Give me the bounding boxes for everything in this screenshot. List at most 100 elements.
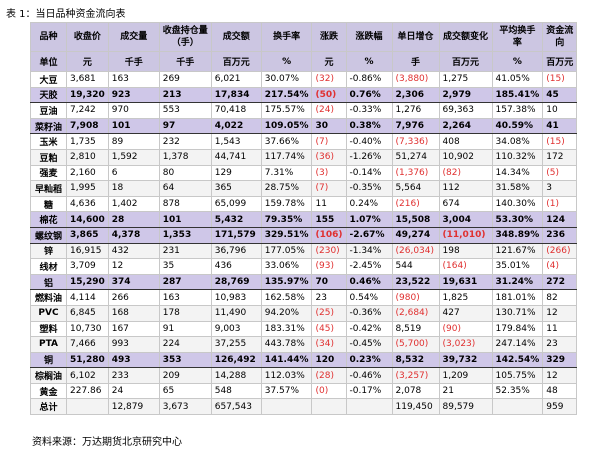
variety-name: 棕榈油 — [30, 367, 67, 384]
data-cell: 10,983 — [210, 289, 262, 306]
variety-name: 总计 — [30, 398, 67, 416]
data-cell: 24 — [107, 382, 160, 400]
data-row: 早籼稻 1,995 18 64 365 28.75% (7) -0.35% 5,564 112 31… — [30, 180, 578, 197]
data-cell: 329.51% — [260, 226, 313, 244]
data-cell: 227.86 — [66, 382, 109, 400]
data-cell: 18 — [107, 180, 160, 197]
data-cell: 1.07% — [345, 211, 393, 228]
data-cell: 4,114 — [66, 289, 109, 306]
data-cell: 65,099 — [210, 195, 262, 213]
data-cell: 119,450 — [391, 398, 440, 416]
data-cell: 10,730 — [66, 320, 109, 338]
unit-cell: 手 — [391, 51, 440, 72]
data-cell: 117.74% — [260, 148, 313, 166]
data-cell: (45) — [311, 320, 347, 338]
data-cell: (230) — [311, 242, 347, 260]
data-cell: (2,684) — [391, 304, 440, 322]
data-cell: 11 — [311, 195, 347, 213]
data-cell: 269 — [158, 71, 212, 88]
variety-name: 大豆 — [30, 71, 67, 88]
data-cell: (0) — [311, 382, 347, 400]
column-header: 品种 — [30, 22, 67, 52]
data-cell: 109.05% — [260, 117, 313, 135]
data-cell: 8,532 — [391, 351, 440, 369]
data-cell: (36) — [311, 148, 347, 166]
data-cell: 135.97% — [260, 273, 313, 291]
data-cell: 51,280 — [66, 351, 109, 369]
data-cell: -1.34% — [345, 242, 393, 260]
variety-name: 铝 — [30, 273, 67, 291]
data-cell: 167 — [107, 320, 160, 338]
data-cell: 175.57% — [260, 102, 313, 119]
column-header: 成交额 — [210, 22, 262, 52]
data-cell: 41 — [542, 117, 578, 135]
data-cell: 121.67% — [491, 242, 544, 260]
data-cell: 168 — [107, 304, 160, 322]
data-cell: 28.75% — [260, 180, 313, 197]
data-cell: 19,631 — [438, 273, 493, 291]
data-cell: 427 — [438, 304, 493, 322]
data-cell: 7,976 — [391, 117, 440, 135]
data-cell: 181.01% — [491, 289, 544, 306]
data-cell: 436 — [210, 258, 262, 275]
data-cell: 2,979 — [438, 86, 493, 104]
data-row: PVC 6,845 168 178 11,490 94.20% (25) -0.36% (2,6… — [30, 304, 578, 322]
data-row: 棉花 14,600 28 101 5,432 79.35% 155 1.07% 15,508 3,… — [30, 211, 578, 228]
data-cell: 7.31% — [260, 164, 313, 182]
data-cell: 64 — [158, 180, 212, 197]
data-row: 豆粕 2,810 1,592 1,378 44,741 117.74% (36) -1.26%… — [30, 148, 578, 166]
source-note: 资料来源：万达期货北京研究中心 — [32, 437, 182, 448]
unit-cell: % — [345, 51, 393, 72]
data-cell: (82) — [438, 164, 493, 182]
data-cell: -0.40% — [345, 133, 393, 150]
data-cell: 65 — [158, 382, 212, 400]
data-cell: 17,834 — [210, 86, 262, 104]
data-cell: 40.59% — [491, 117, 544, 135]
data-cell: 23 — [311, 289, 347, 306]
data-cell: 45 — [542, 86, 578, 104]
data-cell: (5) — [542, 164, 578, 182]
data-cell: 1,276 — [391, 102, 440, 119]
column-header: 收盘价 — [66, 22, 109, 52]
column-header: 成交量 — [107, 22, 160, 52]
data-cell: 3,673 — [158, 398, 212, 416]
data-cell — [66, 398, 109, 416]
data-row: 糖 4,636 1,402 878 65,099 159.78% 11 0.24% (216) 6… — [30, 195, 578, 213]
data-cell: 544 — [391, 258, 440, 275]
data-cell: (24) — [311, 102, 347, 119]
data-cell — [345, 398, 393, 416]
data-cell: 970 — [107, 102, 160, 119]
column-header: 成交额变化 — [438, 22, 493, 52]
data-cell: 97 — [158, 117, 212, 135]
table-title: 表 1：当日品种资金流向表 — [6, 9, 126, 20]
data-cell: 101 — [158, 211, 212, 228]
data-cell: 959 — [542, 398, 578, 416]
data-cell: (32) — [311, 71, 347, 88]
data-cell: 30.07% — [260, 71, 313, 88]
data-cell: (106) — [311, 226, 347, 244]
data-row: 豆油 7,242 970 553 70,418 175.57% (24) -0.33% 1,27… — [30, 102, 578, 119]
data-cell: 2,306 — [391, 86, 440, 104]
data-cell: 159.78% — [260, 195, 313, 213]
data-cell: 110.32% — [491, 148, 544, 166]
data-cell: (25) — [311, 304, 347, 322]
data-cell: (980) — [391, 289, 440, 306]
data-cell: -2.67% — [345, 226, 393, 244]
data-cell: 11,490 — [210, 304, 262, 322]
data-cell: 993 — [107, 336, 160, 353]
data-cell: 3 — [542, 180, 578, 197]
data-cell: 1,353 — [158, 226, 212, 244]
data-cell: 23 — [542, 336, 578, 353]
data-cell: 37.66% — [260, 133, 313, 150]
variety-name: 锌 — [30, 242, 67, 260]
data-cell: 0.38% — [345, 117, 393, 135]
data-cell: 1,592 — [107, 148, 160, 166]
data-cell: 365 — [210, 180, 262, 197]
data-cell: 79.35% — [260, 211, 313, 228]
data-cell: 89,579 — [438, 398, 493, 416]
data-cell: 171,579 — [210, 226, 262, 244]
data-cell: 12 — [107, 258, 160, 275]
column-header: 平均换手率 — [491, 22, 544, 52]
variety-name: 天胶 — [30, 86, 67, 104]
